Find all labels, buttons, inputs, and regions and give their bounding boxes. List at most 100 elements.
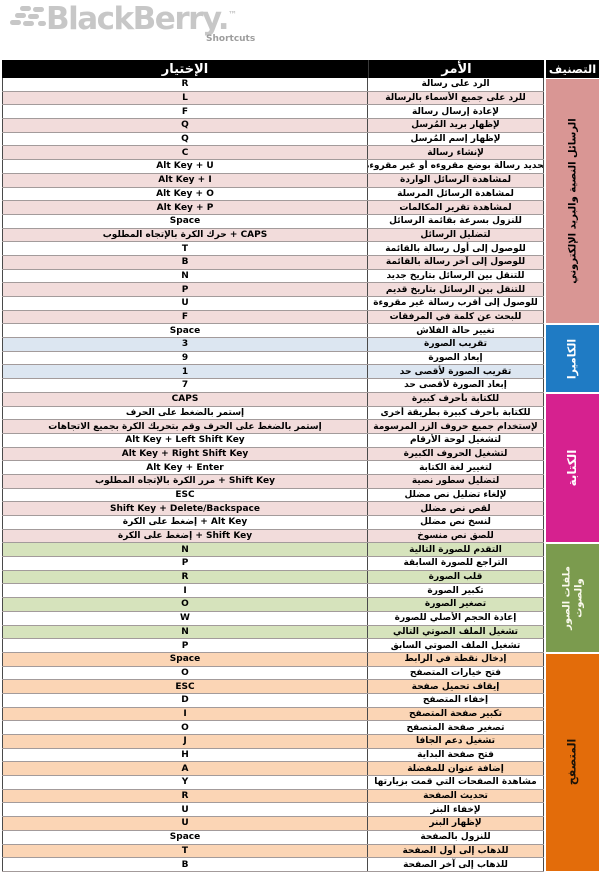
shortcut-row: F لإعادة إرسال رسالة — [2, 105, 544, 120]
category-sidebar-camera: الكاميرا — [546, 325, 599, 392]
shortcut-command: للرد على جميع الأسماء بالرسالة — [368, 91, 544, 105]
shortcut-command: تحديث الصفحة — [368, 789, 544, 803]
header-command: الأمر — [368, 60, 544, 78]
trademark-symbol: ™ — [228, 10, 238, 21]
shortcut-table-body: R الرد على رسالة L للرد على جميع الأسماء با… — [0, 78, 601, 872]
shortcut-key: Space — [2, 214, 368, 228]
shortcut-row: B للذهاب إلى آخر الصفحة — [2, 858, 544, 872]
shortcut-row: 1 تقريب الصورة لأقصى حد — [2, 365, 544, 380]
section-rows: CAPS للكتابة بأحرف كبيرة إستمر بالضغط على … — [2, 392, 544, 544]
section-rows: Space تغيير حالة الفلاش 3 تقريب الصورة 9 إبعا… — [2, 324, 544, 393]
shortcut-row: O تصغير صفحة المتصفح — [2, 721, 544, 735]
shortcut-row: ESC لإلغاء تضليل نص مضلل — [2, 488, 544, 503]
shortcut-row: L للرد على جميع الأسماء بالرسالة — [2, 91, 544, 106]
shortcut-key: N — [2, 269, 368, 283]
shortcut-row: F للبحث عن كلمة في المرفقات — [2, 310, 544, 325]
shortcut-key: I — [2, 707, 368, 721]
shortcut-row: N تشغيل الملف الصوتي التالي — [2, 625, 544, 640]
shortcut-command: فتح صفحة البداية — [368, 748, 544, 762]
shortcut-key: 7 — [2, 379, 368, 392]
section-rows: Space إدخال نقطة في الرابط O فتح خيارات الم… — [2, 652, 544, 872]
table-header: الإختيار الأمر التصنيف — [2, 60, 601, 78]
shortcut-row: Space إدخال نقطة في الرابط — [2, 652, 544, 667]
shortcut-row: Space للنزول بسرعة بقائمة الرسائل — [2, 214, 544, 229]
shortcut-key: Y — [2, 776, 368, 789]
shortcut-row: O فتح خيارات المتصفح — [2, 666, 544, 681]
shortcut-command: لقص نص مضلل — [368, 502, 544, 515]
shortcut-row: Space للنزول بالصفحة — [2, 830, 544, 845]
shortcut-key: Space — [2, 830, 368, 844]
shortcut-command: تحديد رسالة بوضع مقروءه أو غير مقروءه — [368, 160, 544, 173]
shortcut-row: N التقدم للصورة التالية — [2, 543, 544, 558]
shortcut-row: U للوصول إلى أقرب رسالة غير مقروءة — [2, 297, 544, 311]
shortcut-command: تصغير صفحة المتصفح — [368, 721, 544, 734]
shortcut-command: للذهاب إلى أول الصفحة — [368, 844, 544, 858]
shortcut-row: C لإنشاء رسالة — [2, 146, 544, 161]
shortcut-row: 3 تقريب الصورة — [2, 338, 544, 352]
shortcut-command: للتنقل بين الرسائل بتاريخ قديم — [368, 283, 544, 296]
shortcut-command: إبعاد الصورة لأقصى حد — [368, 379, 544, 392]
shortcut-row: إستمر بالضغط على الحرف وقم بتحريك الكرة … — [2, 420, 544, 434]
shortcut-key: R — [2, 570, 368, 584]
shortcut-key: حرك الكرة بالإتجاه المطلوب + CAPS — [2, 228, 368, 242]
shortcut-key: مرر الكرة بالإتجاه المطلوب + Shift Key — [2, 474, 368, 488]
shortcut-key: N — [2, 543, 368, 557]
shortcut-key: D — [2, 693, 368, 707]
shortcut-command: للوصول إلى أقرب رسالة غير مقروءة — [368, 297, 544, 310]
shortcut-command: لإخفاء البنر — [368, 803, 544, 817]
shortcut-command: لتضليل سطور نصية — [368, 474, 544, 488]
header-choice: الإختيار — [2, 60, 368, 78]
shortcut-row: R قلب الصورة — [2, 570, 544, 585]
shortcut-row: حرك الكرة بالإتجاه المطلوب + CAPS لتضليل … — [2, 228, 544, 243]
shortcut-key: إضغط على الكرة + Shift Key — [2, 529, 368, 543]
shortcut-key: F — [2, 105, 368, 119]
shortcut-key: R — [2, 78, 368, 91]
shortcut-key: N — [2, 625, 368, 639]
shortcut-row: Alt Key + Right Shift Key لتشغيل الحروف ا… — [2, 447, 544, 462]
shortcut-command: لتضليل الرسائل — [368, 228, 544, 242]
shortcut-command: التقدم للصورة التالية — [368, 543, 544, 557]
category-sidebar-browser: المتصفح — [546, 653, 599, 871]
shortcut-row: U لإظهار البنر — [2, 817, 544, 831]
shortcut-row: Alt Key + Enter لتغيير لغة الكتابة — [2, 461, 544, 475]
section-browser: Space إدخال نقطة في الرابط O فتح خيارات الم… — [2, 652, 601, 872]
category-label: المتصفح — [565, 739, 579, 786]
shortcut-key: T — [2, 242, 368, 255]
shortcut-row: P للتنقل بين الرسائل بتاريخ قديم — [2, 283, 544, 297]
shortcut-row: H فتح صفحة البداية — [2, 748, 544, 763]
shortcut-key: Space — [2, 324, 368, 338]
shortcut-key: P — [2, 557, 368, 570]
shortcut-row: T للذهاب إلى أول الصفحة — [2, 844, 544, 859]
shortcut-command: تقريب الصورة — [368, 338, 544, 351]
shortcut-command: تغيير حالة الفلاش — [368, 324, 544, 338]
shortcut-key: Alt Key + O — [2, 187, 368, 201]
shortcut-key: O — [2, 598, 368, 611]
brand-header: BlackBerry.™ Shortcuts — [0, 0, 601, 60]
shortcut-row: B للوصول إلى آخر رسالة بالقائمة — [2, 255, 544, 270]
shortcut-command: للصق نص منسوخ — [368, 529, 544, 543]
shortcut-row: P التراجع للصورة السابقة — [2, 557, 544, 571]
category-label: الرسائل النصية والبريد الإلكتروني — [566, 118, 578, 284]
shortcut-command: إيقاف تحميل صفحة — [368, 680, 544, 693]
shortcut-command: إعادة الحجم الأصلي للصورة — [368, 611, 544, 625]
shortcut-command: لإلغاء تضليل نص مضلل — [368, 488, 544, 502]
shortcut-row: Y مشاهدة الصفحات التي قمت بزيارتها — [2, 776, 544, 790]
shortcut-key: R — [2, 789, 368, 803]
shortcut-command: إدخال نقطة في الرابط — [368, 652, 544, 666]
shortcut-key: L — [2, 91, 368, 105]
shortcut-command: الرد على رسالة — [368, 78, 544, 91]
shortcut-key: I — [2, 584, 368, 598]
shortcut-command: إضافة عنوان للمفضلة — [368, 762, 544, 776]
shortcut-key: C — [2, 146, 368, 160]
shortcut-row: 7 إبعاد الصورة لأقصى حد — [2, 379, 544, 393]
shortcuts-subtitle: Shortcuts — [206, 34, 256, 44]
shortcut-command: تقريب الصورة لأقصى حد — [368, 365, 544, 379]
shortcut-row: I تكبير صفحة المتصفح — [2, 707, 544, 722]
shortcut-key: O — [2, 666, 368, 680]
shortcut-command: تصغير الصورة — [368, 598, 544, 611]
shortcut-command: للوصول إلى أول رسالة بالقائمة — [368, 242, 544, 255]
shortcut-key: A — [2, 762, 368, 776]
shortcut-command: لإنشاء رسالة — [368, 146, 544, 160]
shortcut-key: 1 — [2, 365, 368, 379]
shortcut-row: ESC إيقاف تحميل صفحة — [2, 680, 544, 694]
